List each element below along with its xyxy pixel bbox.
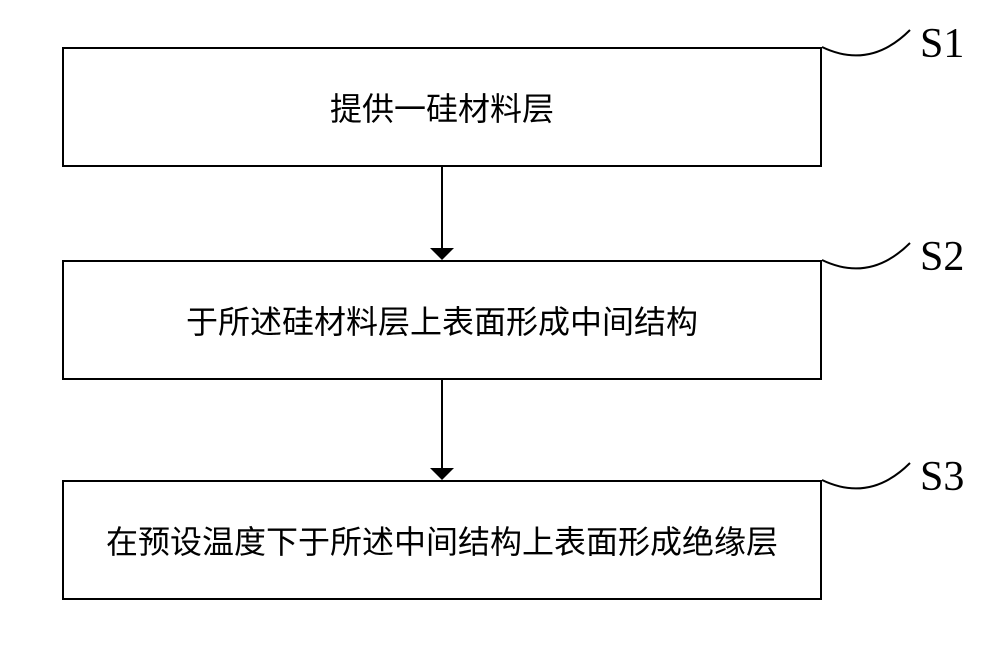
step-label-s2: S2 xyxy=(920,233,964,281)
step-label-s3: S3 xyxy=(920,453,964,501)
callout-s1 xyxy=(817,25,915,75)
flow-step-text-s3: 在预设温度下于所述中间结构上表面形成绝缘层 xyxy=(106,517,778,563)
callout-s3 xyxy=(817,458,915,508)
flowchart-canvas: 提供一硅材料层 S1 于所述硅材料层上表面形成中间结构 S2 在预设温度下于所述中间结构… xyxy=(0,0,1000,668)
arrow-line-1 xyxy=(441,380,443,468)
flow-step-s2: 于所述硅材料层上表面形成中间结构 xyxy=(62,260,822,380)
step-label-s1: S1 xyxy=(920,20,964,68)
arrow-head-0 xyxy=(430,248,454,260)
flow-step-text-s1: 提供一硅材料层 xyxy=(330,84,554,130)
flow-step-s1: 提供一硅材料层 xyxy=(62,47,822,167)
flow-step-text-s2: 于所述硅材料层上表面形成中间结构 xyxy=(186,297,698,343)
arrow-line-0 xyxy=(441,167,443,248)
flow-step-s3: 在预设温度下于所述中间结构上表面形成绝缘层 xyxy=(62,480,822,600)
arrow-head-1 xyxy=(430,468,454,480)
callout-s2 xyxy=(817,238,915,288)
